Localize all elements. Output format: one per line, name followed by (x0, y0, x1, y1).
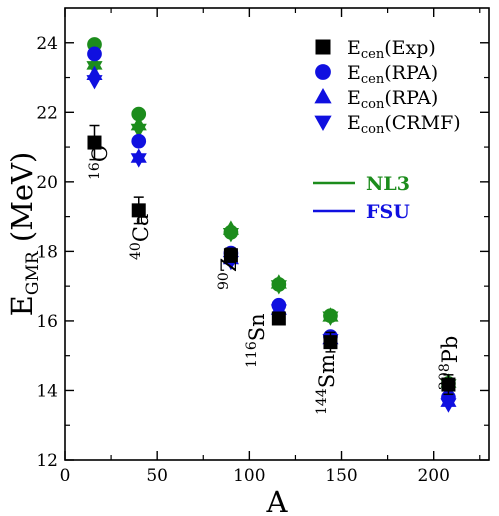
data-points (86, 37, 457, 413)
data-point-triangle-down (222, 228, 239, 243)
x-tick-label: 200 (417, 466, 449, 486)
data-point-circle (131, 133, 147, 149)
legend-entry-main: E (347, 62, 361, 84)
y-tick-label: 16 (36, 312, 58, 332)
nucleus-mass-number: 208 (437, 363, 453, 390)
legend-entry-main: E (347, 87, 361, 109)
legend-entry-sub: cen (361, 47, 385, 62)
y-axis-title-main: E (5, 295, 39, 316)
data-point-triangle-down (130, 123, 147, 139)
nucleus-label: 144Sm (314, 354, 339, 415)
nucleus-symbol: Sm (315, 354, 339, 388)
parameter-set-legend: NL3 FSU (313, 173, 410, 223)
nucleus-symbol: Pb (438, 336, 462, 364)
data-point-triangle-down (322, 311, 339, 326)
legend-entry-sub: con (361, 122, 385, 137)
axis-ticks: 0 50 100 150 200 12 14 16 18 20 22 24 (36, 8, 489, 486)
data-point-circle (87, 46, 102, 62)
legend-entry: Ecen(RPA) (347, 62, 438, 87)
y-axis-title-unit: (MeV) (5, 152, 39, 252)
plot-frame (64, 7, 490, 461)
nucleus-label: 40Ca (128, 214, 153, 260)
data-point-circle (131, 106, 147, 122)
legend-entry-main: E (347, 112, 361, 134)
x-tick-label: 0 (60, 466, 71, 486)
nucleus-symbol: Zr (217, 247, 241, 273)
data-point-triangle-down (86, 75, 103, 90)
legend-entry-rest: (RPA) (384, 87, 438, 109)
data-point-square (223, 248, 238, 263)
x-tick-label: 100 (233, 466, 265, 486)
data-point-triangle-down (130, 153, 147, 168)
parameter-set-label: NL3 (366, 173, 410, 195)
y-tick-label: 22 (36, 103, 58, 123)
legend-entry-rest: (RPA) (384, 62, 438, 84)
legend-entry: Econ(CRMF) (347, 112, 461, 137)
legend-marker-triangle-down (314, 115, 332, 131)
y-tick-label: 24 (36, 34, 58, 54)
nucleus-label: 90Zr (216, 247, 241, 290)
legend-marker-square (315, 39, 331, 55)
nucleus-symbol: Ca (129, 214, 153, 243)
legend-entry: Econ(RPA) (347, 87, 438, 112)
parameter-set-label: FSU (366, 201, 410, 223)
data-point-triangle-down (270, 280, 287, 295)
data-point-square (87, 135, 102, 150)
nucleus-mass-number: 40 (128, 242, 144, 260)
nucleus-label: 16O (87, 145, 112, 180)
nucleus-symbol: O (88, 145, 112, 162)
x-axis-title: A (266, 485, 289, 516)
nucleus-label: 208Pb (437, 336, 462, 390)
nucleus-mass-number: 116 (244, 341, 260, 368)
legend-entry: Ecen(Exp) (347, 37, 436, 62)
legend-entry-rest: (Exp) (384, 37, 436, 59)
x-tick-label: 50 (146, 466, 168, 486)
legend-marker-circle (315, 64, 331, 80)
y-axis-title-sub: GMR (23, 250, 43, 295)
y-tick-label: 18 (36, 242, 58, 262)
data-point-square (131, 203, 146, 218)
nucleus-mass-number: 144 (314, 388, 330, 415)
data-point-triangle-down (440, 398, 457, 413)
nucleus-mass-number: 16 (87, 162, 103, 180)
nucleus-symbol: Sn (245, 313, 269, 341)
legend: Ecen(Exp)Ecen(RPA)Econ(RPA)Econ(CRMF) (314, 37, 461, 137)
data-point-square (441, 377, 456, 392)
y-tick-label: 20 (36, 173, 58, 193)
legend-entry-sub: cen (361, 72, 385, 87)
nucleus-mass-number: 90 (216, 272, 232, 290)
y-tick-label: 14 (36, 381, 58, 401)
x-tick-label: 150 (325, 466, 357, 486)
legend-entry-rest: (CRMF) (384, 112, 460, 134)
y-axis-title: EGMR (MeV) (5, 152, 43, 317)
nucleus-label: 116Sn (244, 313, 269, 368)
data-point-square (271, 311, 286, 326)
legend-marker-triangle-up (314, 88, 332, 104)
legend-entry-main: E (347, 37, 361, 59)
legend-entry-sub: con (361, 97, 385, 112)
y-tick-label: 12 (36, 451, 58, 471)
data-point-square (323, 335, 338, 350)
